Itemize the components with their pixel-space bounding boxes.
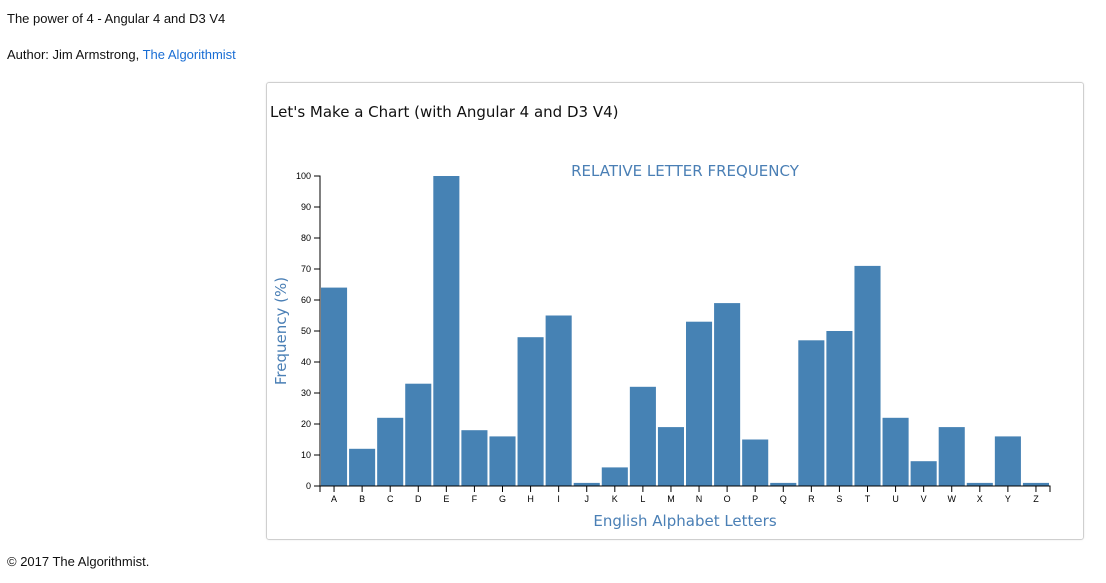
- bar-S: [826, 331, 853, 486]
- bar-F: [461, 430, 488, 486]
- x-tick-label-D: D: [415, 494, 422, 504]
- bar-E: [433, 176, 460, 486]
- x-tick-label-K: K: [612, 494, 618, 504]
- bar-V: [910, 461, 937, 486]
- x-tick-label-Q: Q: [780, 494, 787, 504]
- x-tick-label-P: P: [752, 494, 758, 504]
- bar-K: [601, 467, 628, 486]
- chart-title: RELATIVE LETTER FREQUENCY: [571, 162, 800, 180]
- bar-G: [489, 436, 516, 486]
- bar-R: [798, 340, 825, 486]
- y-tick-label: 20: [301, 419, 311, 429]
- x-tick-label-F: F: [472, 494, 478, 504]
- author-line: Author: Jim Armstrong, The Algorithmist: [7, 47, 236, 62]
- bar-D: [405, 383, 432, 486]
- x-tick-label-S: S: [836, 494, 842, 504]
- y-tick-label: 80: [301, 233, 311, 243]
- bar-Y: [994, 436, 1021, 486]
- bar-O: [714, 303, 741, 486]
- bar-L: [629, 386, 656, 486]
- bar-P: [742, 439, 769, 486]
- x-tick-label-Z: Z: [1033, 494, 1039, 504]
- x-axis: A B C D E F G H I J K L M N O P Q R S T U V W X Y Z: [319, 485, 1051, 504]
- x-tick-label-G: G: [499, 494, 506, 504]
- chart-panel: Let's Make a Chart (with Angular 4 and D…: [266, 82, 1084, 540]
- y-tick-label: 30: [301, 388, 311, 398]
- x-tick-label-J: J: [584, 494, 589, 504]
- bar-N: [686, 321, 713, 486]
- y-axis-label: Frequency (%): [272, 277, 290, 385]
- x-tick-label-Y: Y: [1005, 494, 1011, 504]
- bar-B: [349, 448, 376, 486]
- page-title: The power of 4 - Angular 4 and D3 V4: [7, 11, 226, 26]
- x-tick-label-B: B: [359, 494, 365, 504]
- panel-title: Let's Make a Chart (with Angular 4 and D…: [270, 103, 619, 121]
- bar-Z: [1022, 482, 1049, 486]
- x-tick-label-R: R: [808, 494, 815, 504]
- bar-X: [966, 482, 993, 486]
- x-tick-label-L: L: [640, 494, 645, 504]
- bar-U: [882, 417, 909, 486]
- x-tick-label-U: U: [892, 494, 899, 504]
- y-tick-label: 0: [306, 481, 311, 491]
- x-axis-line: [319, 485, 1051, 492]
- x-tick-label-A: A: [331, 494, 337, 504]
- x-tick-label-W: W: [947, 494, 956, 504]
- y-tick-label: 40: [301, 357, 311, 367]
- bar-chart: 0 10 20 30 40 50 60 70 80 90 100 A B C D E F G H I J K L M N O P Q…: [272, 162, 1051, 530]
- x-tick-label-N: N: [696, 494, 703, 504]
- y-axis: 0 10 20 30 40 50 60 70 80 90 100: [296, 171, 321, 491]
- x-tick-label-M: M: [667, 494, 675, 504]
- y-tick-label: 90: [301, 202, 311, 212]
- y-tick-label: 10: [301, 450, 311, 460]
- bar-A: [321, 287, 348, 486]
- bar-M: [657, 427, 684, 486]
- y-tick-label: 100: [296, 171, 311, 181]
- author-link[interactable]: The Algorithmist: [142, 47, 236, 62]
- bar-J: [573, 482, 600, 486]
- bar-C: [377, 417, 404, 486]
- x-axis-label: English Alphabet Letters: [593, 512, 776, 530]
- x-tick-label-V: V: [921, 494, 927, 504]
- y-tick-label: 70: [301, 264, 311, 274]
- x-tick-label-T: T: [865, 494, 871, 504]
- bar-H: [517, 337, 544, 486]
- x-tick-label-X: X: [977, 494, 983, 504]
- x-tick-label-E: E: [443, 494, 449, 504]
- bar-W: [938, 427, 965, 486]
- bar-I: [545, 315, 572, 486]
- bar-T: [854, 265, 881, 486]
- y-tick-label: 50: [301, 326, 311, 336]
- x-tick-label-C: C: [387, 494, 394, 504]
- footer: © 2017 The Algorithmist.: [7, 554, 150, 569]
- x-tick-label-O: O: [724, 494, 731, 504]
- y-tick-label: 60: [301, 295, 311, 305]
- x-tick-label-H: H: [527, 494, 534, 504]
- x-tick-label-I: I: [557, 494, 560, 504]
- author-prefix: Author: Jim Armstrong,: [7, 47, 143, 62]
- bar-Q: [770, 482, 797, 486]
- bars-group: [321, 176, 1049, 486]
